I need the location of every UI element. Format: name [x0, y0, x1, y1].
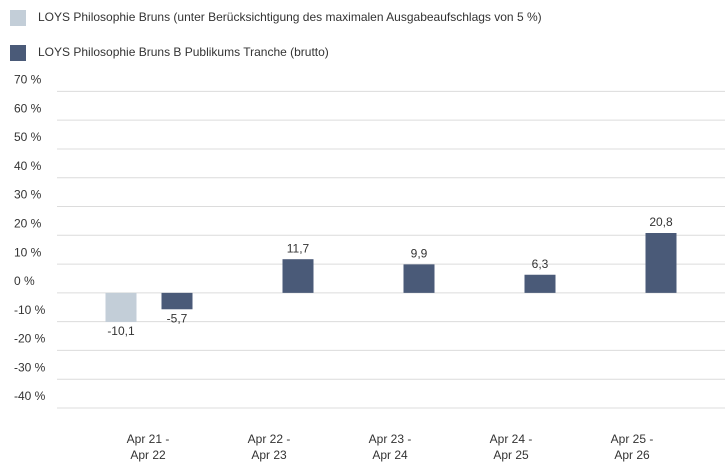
y-tick-label: 20 %	[14, 216, 42, 230]
bar	[524, 274, 556, 293]
y-tick-label: -30 %	[14, 360, 46, 374]
value-label: 11,7	[287, 241, 310, 255]
y-tick-label: 70 %	[14, 73, 42, 87]
x-tick-label: Apr 21 -	[127, 432, 170, 446]
value-label: 9,9	[411, 247, 428, 261]
x-tick-label: Apr 25 -	[611, 432, 654, 446]
x-tick-label: Apr 26	[614, 448, 650, 462]
bar	[282, 259, 314, 293]
y-tick-label: -20 %	[14, 332, 46, 346]
legend-swatch	[10, 45, 26, 61]
x-tick-label: Apr 22	[130, 448, 166, 462]
bar	[105, 292, 137, 322]
legend-label: LOYS Philosophie Bruns B Publikums Tranc…	[38, 45, 329, 59]
value-label: -10,1	[107, 324, 135, 338]
y-tick-label: 30 %	[14, 188, 42, 202]
legend-label: LOYS Philosophie Bruns (unter Berücksich…	[38, 10, 542, 24]
y-tick-label: 0 %	[14, 274, 35, 288]
value-label: 6,3	[532, 257, 549, 271]
bar	[161, 292, 193, 310]
x-tick-label: Apr 24	[372, 448, 408, 462]
y-tick-label: -10 %	[14, 303, 46, 317]
x-tick-label: Apr 25	[493, 448, 529, 462]
legend-swatch	[10, 10, 26, 26]
y-tick-label: 10 %	[14, 245, 42, 259]
y-tick-label: 40 %	[14, 159, 42, 173]
bar	[403, 264, 435, 293]
value-label: -5,7	[167, 311, 188, 325]
y-tick-label: 60 %	[14, 101, 42, 115]
x-tick-label: Apr 22 -	[248, 432, 291, 446]
value-label: 20,8	[649, 215, 673, 229]
y-tick-label: -40 %	[14, 389, 46, 403]
bar	[645, 233, 677, 293]
y-tick-label: 50 %	[14, 130, 42, 144]
x-tick-label: Apr 24 -	[490, 432, 533, 446]
x-tick-label: Apr 23	[251, 448, 287, 462]
x-tick-label: Apr 23 -	[369, 432, 412, 446]
